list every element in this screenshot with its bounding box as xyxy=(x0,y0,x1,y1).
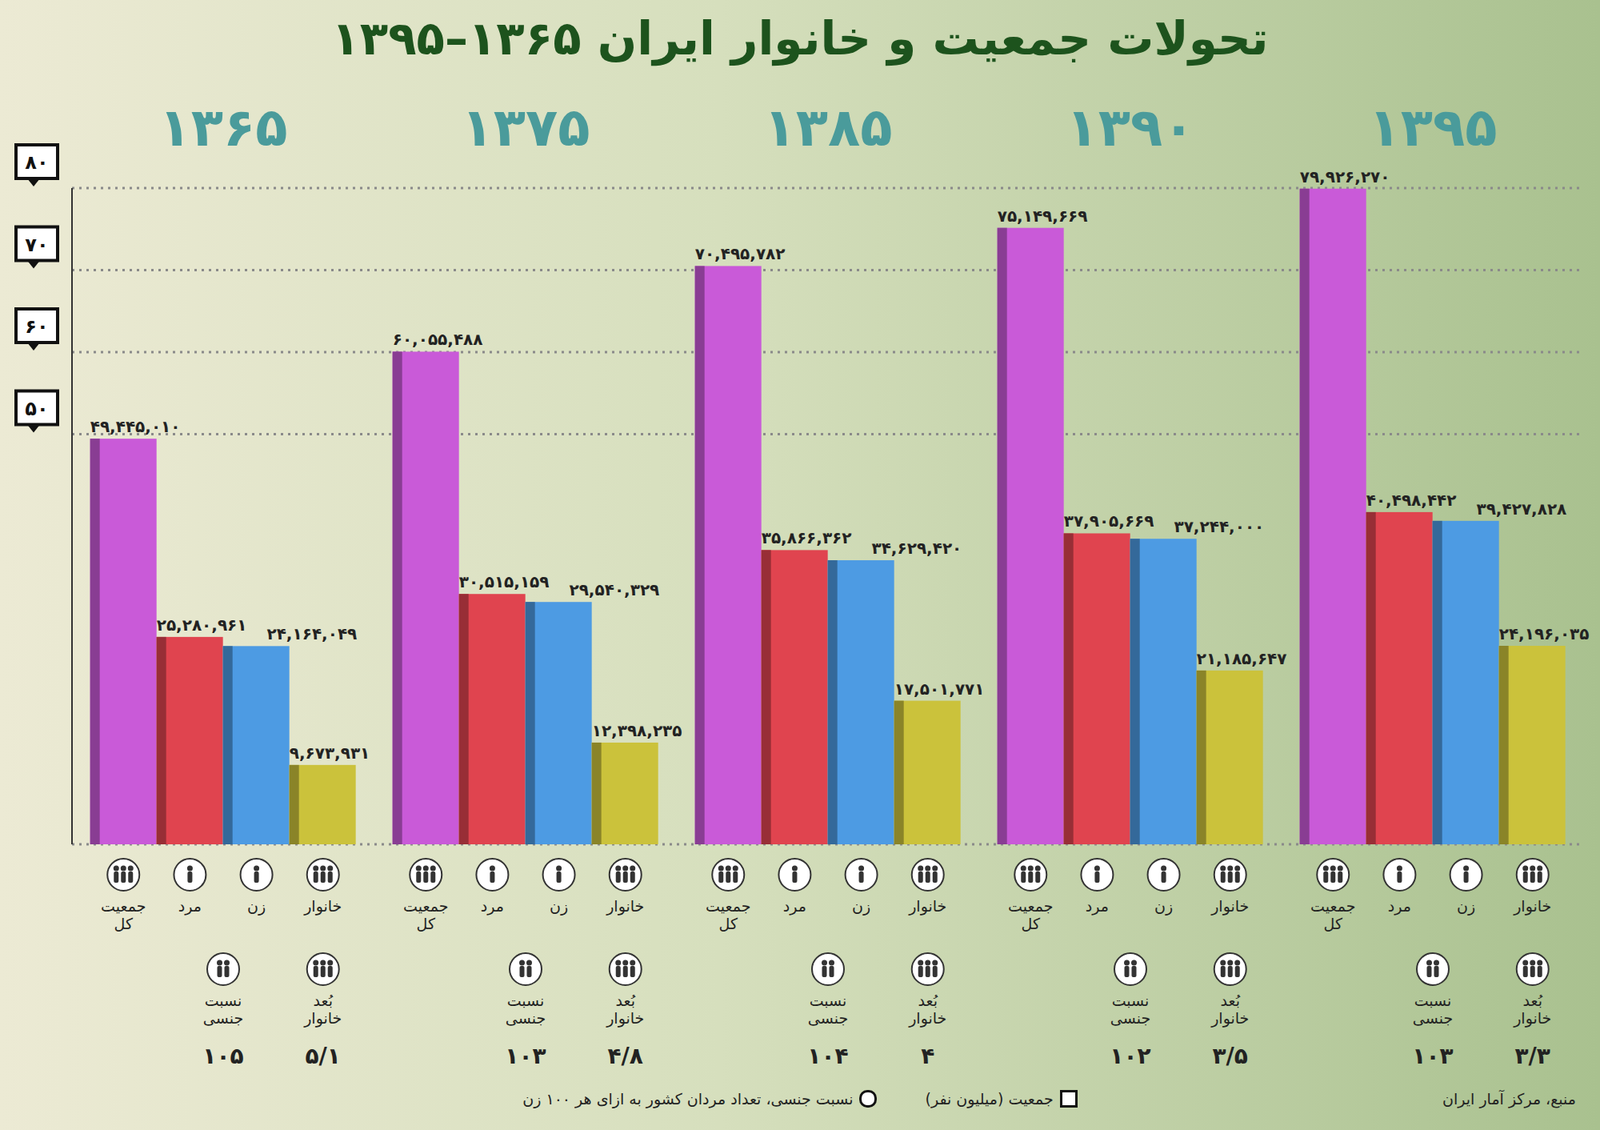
svg-text:کل: کل xyxy=(416,914,436,932)
svg-text:نسبت: نسبت xyxy=(204,991,243,1009)
svg-text:۸۰: ۸۰ xyxy=(24,151,48,174)
svg-text:۳۴,۶۲۹,۴۲۰: ۳۴,۶۲۹,۴۲۰ xyxy=(871,538,962,558)
svg-text:مرد: مرد xyxy=(178,896,202,916)
svg-text:بُعد: بُعد xyxy=(1220,991,1241,1009)
svg-text:۱۳۸۵: ۱۳۸۵ xyxy=(763,96,892,159)
svg-text:مرد: مرد xyxy=(1085,896,1109,916)
svg-text:۴/۸: ۴/۸ xyxy=(608,1042,644,1069)
svg-text:۳۵,۸۶۶,۳۶۲: ۳۵,۸۶۶,۳۶۲ xyxy=(761,528,852,548)
svg-text:۵۰: ۵۰ xyxy=(24,397,48,420)
svg-text:۱۳۷۵: ۱۳۷۵ xyxy=(460,96,590,159)
svg-text:۱۲,۳۹۸,۲۳۵: ۱۲,۳۹۸,۲۳۵ xyxy=(592,720,683,740)
svg-text:خانوار: خانوار xyxy=(605,896,644,916)
svg-text:نسبت: نسبت xyxy=(1414,991,1452,1009)
svg-text:۵/۱: ۵/۱ xyxy=(305,1042,341,1069)
svg-text:۱۳۶۵: ۱۳۶۵ xyxy=(158,96,288,159)
svg-text:جنسی: جنسی xyxy=(1412,1008,1453,1027)
svg-text:۲۵,۲۸۰,۹۶۱: ۲۵,۲۸۰,۹۶۱ xyxy=(156,615,248,635)
svg-text:۷۰,۴۹۵,۷۸۲: ۷۰,۴۹۵,۷۸۲ xyxy=(695,244,786,264)
svg-text:جنسی: جنسی xyxy=(505,1008,546,1027)
svg-text:جنسی: جنسی xyxy=(203,1008,244,1027)
svg-text:۱۳۹۵: ۱۳۹۵ xyxy=(1368,96,1497,159)
svg-text:۷۵,۱۴۹,۶۶۹: ۷۵,۱۴۹,۶۶۹ xyxy=(997,206,1088,226)
svg-text:۲۱,۱۸۵,۶۴۷: ۲۱,۱۸۵,۶۴۷ xyxy=(1196,648,1288,668)
svg-text:۶۰,۰۵۵,۴۸۸: ۶۰,۰۵۵,۴۸۸ xyxy=(392,329,484,349)
svg-text:جمعیت: جمعیت xyxy=(100,896,146,915)
svg-text:۱۷,۵۰۱,۷۷۱: ۱۷,۵۰۱,۷۷۱ xyxy=(894,679,985,699)
svg-text:کل: کل xyxy=(719,914,739,932)
svg-text:خانوار: خانوار xyxy=(908,896,947,916)
svg-text:مرد: مرد xyxy=(480,896,504,916)
svg-text:خانوار: خانوار xyxy=(605,1008,644,1028)
svg-text:نسبت: نسبت xyxy=(507,991,545,1009)
svg-text:خانوار: خانوار xyxy=(303,896,342,916)
svg-text:مرد: مرد xyxy=(783,896,807,916)
html-text:منبع، مرکز آمار ایران: منبع، مرکز آمار ایران xyxy=(1442,1089,1576,1108)
svg-text:جنسی: جنسی xyxy=(808,1008,848,1027)
svg-text:۴۰,۴۹۸,۴۴۲: ۴۰,۴۹۸,۴۴۲ xyxy=(1366,490,1457,510)
svg-text:خانوار: خانوار xyxy=(1210,1008,1249,1028)
svg-text:۳۷,۲۴۴,۰۰۰: ۳۷,۲۴۴,۰۰۰ xyxy=(1173,516,1264,536)
svg-text:۲۴,۱۶۴,۰۴۹: ۲۴,۱۶۴,۰۴۹ xyxy=(266,624,357,644)
svg-text:نسبت: نسبت xyxy=(809,991,848,1009)
svg-text:۲۹,۵۴۰,۳۲۹: ۲۹,۵۴۰,۳۲۹ xyxy=(568,580,660,600)
svg-text:بُعد: بُعد xyxy=(616,991,636,1009)
svg-text:کل: کل xyxy=(114,914,134,932)
html-text:جمعیت (میلیون نفر): جمعیت (میلیون نفر) xyxy=(925,1089,1054,1108)
html-text:تحولات جمعیت و خانوار ایران ۱۳: تحولات جمعیت و خانوار ایران ۱۳۶۵–۱۳۹۵ xyxy=(331,11,1269,66)
svg-text:۲۴,۱۹۶,۰۳۵: ۲۴,۱۹۶,۰۳۵ xyxy=(1499,624,1590,644)
svg-text:۳/۵: ۳/۵ xyxy=(1212,1042,1248,1069)
svg-text:زن: زن xyxy=(852,896,871,916)
svg-text:زن: زن xyxy=(1154,896,1173,916)
svg-text:بُعد: بُعد xyxy=(918,991,939,1009)
svg-text:۷۰: ۷۰ xyxy=(24,233,48,256)
svg-text:جمعیت: جمعیت xyxy=(403,896,448,915)
svg-text:۶۰: ۶۰ xyxy=(24,315,48,338)
svg-text:جمعیت: جمعیت xyxy=(1008,896,1053,915)
svg-text:۷۹,۹۲۶,۲۷۰: ۷۹,۹۲۶,۲۷۰ xyxy=(1300,167,1391,187)
svg-text:جنسی: جنسی xyxy=(1110,1008,1151,1027)
svg-text:خانوار: خانوار xyxy=(1512,1008,1552,1028)
svg-text:زن: زن xyxy=(1456,896,1476,916)
svg-text:۳۹,۴۲۷,۸۲۸: ۳۹,۴۲۷,۸۲۸ xyxy=(1476,499,1567,519)
svg-text:خانوار: خانوار xyxy=(1512,896,1552,916)
svg-text:۳/۳: ۳/۳ xyxy=(1515,1042,1551,1069)
svg-text:خانوار: خانوار xyxy=(1210,896,1249,916)
svg-text:زن: زن xyxy=(247,896,266,916)
svg-text:زن: زن xyxy=(549,896,568,916)
svg-text:۱۰۵: ۱۰۵ xyxy=(202,1042,244,1069)
svg-text:۱۰۳: ۱۰۳ xyxy=(1412,1042,1453,1069)
svg-text:بُعد: بُعد xyxy=(1523,991,1544,1009)
svg-text:کل: کل xyxy=(1324,914,1344,932)
svg-text:نسبت: نسبت xyxy=(1112,991,1150,1009)
svg-text:کل: کل xyxy=(1021,914,1041,932)
svg-text:۹,۶۷۳,۹۳۱: ۹,۶۷۳,۹۳۱ xyxy=(289,743,371,763)
svg-text:۳۷,۹۰۵,۶۶۹: ۳۷,۹۰۵,۶۶۹ xyxy=(1064,511,1155,531)
svg-text:۱۰۴: ۱۰۴ xyxy=(807,1042,848,1069)
svg-text:۳۰,۵۱۵,۱۵۹: ۳۰,۵۱۵,۱۵۹ xyxy=(459,572,550,592)
svg-text:بُعد: بُعد xyxy=(313,991,334,1009)
html-text:نسبت جنسی، تعداد مردان کشور به: نسبت جنسی، تعداد مردان کشور به ازای هر ۱… xyxy=(522,1089,854,1108)
svg-text:جمعیت: جمعیت xyxy=(705,896,751,915)
svg-text:۴: ۴ xyxy=(920,1042,935,1069)
svg-text:خانوار: خانوار xyxy=(303,1008,342,1028)
svg-text:۴۹,۴۴۵,۰۱۰: ۴۹,۴۴۵,۰۱۰ xyxy=(90,416,181,436)
svg-text:جمعیت: جمعیت xyxy=(1310,896,1356,915)
svg-text:۱۳۹۰: ۱۳۹۰ xyxy=(1065,96,1195,159)
svg-text:خانوار: خانوار xyxy=(908,1008,947,1028)
svg-text:۱۰۳: ۱۰۳ xyxy=(504,1042,546,1069)
svg-text:مرد: مرد xyxy=(1388,896,1412,916)
svg-text:۱۰۲: ۱۰۲ xyxy=(1109,1042,1151,1069)
